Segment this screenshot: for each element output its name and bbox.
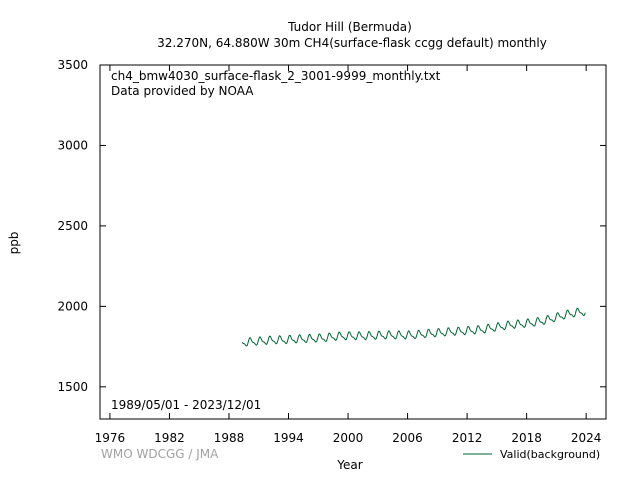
x-tick-label: 1976 [95, 431, 126, 445]
plot-area [99, 64, 607, 420]
x-tick-label: 2018 [511, 431, 542, 445]
y-tick-label: 3000 [57, 138, 88, 152]
x-axis-label: Year [336, 458, 362, 472]
x-tick-label: 1994 [273, 431, 304, 445]
y-tick-label: 3500 [57, 58, 88, 72]
x-axis-ticks: 1976 1982 1988 1994 2000 2006 2012 2018 2024 [95, 65, 602, 445]
x-tick-label: 2000 [333, 431, 364, 445]
date-range-label: 1989/05/01 - 2023/12/01 [111, 398, 261, 412]
y-tick-label: 1500 [57, 380, 88, 394]
x-tick-label: 2006 [392, 431, 423, 445]
credit-label: WMO WDCGG / JMA [101, 447, 219, 461]
legend-label: Valid(background) [500, 448, 600, 461]
y-tick-label: 2000 [57, 299, 88, 313]
file-label: ch4_bmw4030_surface-flask_2_3001-9999_mo… [111, 69, 441, 83]
x-tick-label: 2012 [452, 431, 483, 445]
y-tick-label: 2500 [57, 219, 88, 233]
provider-label: Data provided by NOAA [111, 84, 254, 98]
chart-subtitle: 32.270N, 64.880W 30m CH4(surface-flask c… [157, 36, 547, 50]
series-line-valid-background [241, 307, 586, 347]
x-tick-label: 2024 [571, 431, 602, 445]
x-tick-label: 1982 [154, 431, 185, 445]
x-tick-label: 1988 [214, 431, 245, 445]
chart-title: Tudor Hill (Bermuda) [287, 20, 412, 34]
y-axis-ticks: 1500 2000 2500 3000 3500 [57, 58, 606, 394]
y-axis-label: ppb [7, 232, 21, 255]
